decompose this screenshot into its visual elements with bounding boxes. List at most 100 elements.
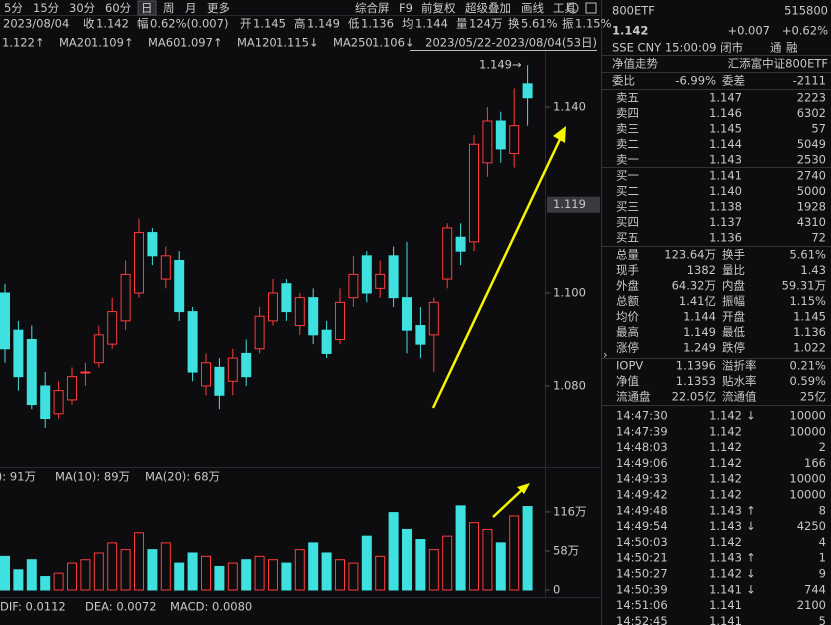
field-value: -2111 [793, 74, 826, 88]
trade-time: 14:47:30 [616, 409, 668, 423]
y-tick-label: 0 [553, 583, 560, 597]
trade-price: 1.142 [709, 488, 742, 502]
period-tab[interactable]: 60分 [105, 1, 132, 15]
ma-value: 1.109↑ [91, 36, 134, 50]
level-volume: 4310 [797, 215, 826, 229]
level-volume: 2223 [797, 91, 826, 105]
trade-time: 14:50:27 [616, 567, 668, 581]
period-tab[interactable]: 周 [163, 1, 175, 15]
field-label: 最低 [722, 325, 745, 339]
macd-legend: MACD: 0.0080 [170, 600, 252, 614]
date-range: 2023/05/22-2023/08/04(53日) [425, 36, 597, 50]
quote-value: 1.149 [307, 17, 340, 31]
trade-price: 1.142 [709, 456, 742, 470]
level-label: 买四 [616, 215, 639, 229]
level-price: 1.143 [709, 153, 742, 167]
field-value: 64.32万 [672, 279, 716, 293]
trade-arrow: ↑ [746, 551, 756, 565]
candle-body [388, 255, 399, 299]
ma-value: 1.115↓ [276, 36, 319, 50]
volume-bar [227, 562, 238, 591]
volume-bar [308, 542, 319, 591]
period-tab[interactable]: 5分 [4, 1, 23, 15]
trade-volume: 166 [804, 456, 826, 470]
level-price: 1.147 [709, 91, 742, 105]
y-tick-label: 1.100 [553, 286, 586, 300]
level-label: 买二 [616, 184, 639, 198]
volume-bar [388, 512, 399, 591]
trade-arrow: ↓ [746, 519, 756, 533]
quote-label: 低 [348, 17, 360, 31]
quote-value: 1.142 [96, 17, 129, 31]
trade-time: 14:49:33 [616, 472, 668, 486]
volume-bar [134, 532, 144, 591]
trade-volume: 744 [804, 582, 826, 596]
field-label: 总量 [616, 248, 639, 262]
volume-bar [67, 562, 77, 591]
tool-button[interactable]: F9 [399, 1, 413, 15]
volume-legend: (5): 91万 [0, 470, 36, 484]
nav-link[interactable]: 净值走势 [612, 57, 658, 71]
tool-button[interactable]: 工具 [553, 1, 576, 15]
candle-body [402, 297, 412, 331]
field-label: 现手 [616, 263, 639, 277]
tool-button[interactable]: 超级叠加 [465, 1, 511, 15]
volume-bar [402, 528, 412, 591]
layout-icon[interactable] [585, 2, 597, 14]
field-value: 1.249 [683, 341, 716, 355]
y-tick-label: 116万 [553, 504, 586, 518]
field-value: 0.59% [789, 374, 826, 388]
period-tab[interactable]: 30分 [69, 1, 96, 15]
field-label: 最高 [616, 325, 639, 339]
candle-body [241, 352, 252, 378]
quote-value: 1.136 [361, 17, 394, 31]
quote-value: 124万 [469, 17, 502, 31]
field-value: 123.64万 [664, 248, 716, 262]
field-label: 均价 [616, 310, 639, 324]
trade-price: 1.143 [709, 503, 742, 517]
quote-label: 收 [83, 17, 95, 31]
period-tab[interactable]: 日 [141, 1, 153, 15]
trade-volume: 4250 [797, 519, 826, 533]
level-label: 买五 [616, 231, 639, 245]
field-label: 流通值 [722, 390, 757, 404]
settings-icon[interactable] [567, 2, 579, 14]
period-tab[interactable]: 15分 [33, 1, 60, 15]
volume-bar [254, 555, 265, 591]
candle-body [26, 338, 37, 406]
level-price: 1.145 [709, 122, 742, 136]
volume-bar [375, 555, 386, 591]
volume-bar [455, 505, 466, 591]
candle-body [335, 301, 345, 340]
level-volume: 2530 [797, 153, 826, 167]
candle-body [53, 390, 64, 415]
field-label: 内盘 [722, 279, 745, 293]
level-label: 卖一 [616, 153, 639, 167]
volume-legend: MA(20): 68万 [145, 470, 220, 484]
field-label: 外盘 [616, 279, 639, 293]
tool-button[interactable]: 前复权 [421, 1, 456, 15]
period-tab[interactable]: 更多 [207, 1, 230, 15]
field-label: 净值 [616, 374, 639, 388]
volume-bar [93, 552, 104, 591]
price-pct: +0.62% [782, 24, 828, 38]
level-price: 1.137 [709, 215, 742, 229]
collapse-handle[interactable]: › [603, 348, 608, 362]
trade-volume: 4 [819, 535, 826, 549]
period-tab[interactable]: 月 [185, 1, 197, 15]
tool-button[interactable]: 综合屏 [355, 1, 390, 15]
volume-bar [53, 572, 64, 591]
volume-bar [294, 549, 305, 591]
ma-value: 1.097↑ [180, 36, 223, 50]
quote-label: 振 [562, 17, 574, 31]
tool-button[interactable]: 画线 [521, 1, 544, 15]
trade-price: 1.142 [709, 409, 742, 423]
volume-bar [482, 528, 493, 591]
volume-bar [0, 555, 10, 591]
macd-legend: DEA: 0.0072 [85, 600, 157, 614]
candle-body [214, 366, 225, 396]
candle-body [120, 273, 131, 322]
field-label: 换手 [722, 248, 745, 262]
volume-bar [415, 539, 426, 591]
